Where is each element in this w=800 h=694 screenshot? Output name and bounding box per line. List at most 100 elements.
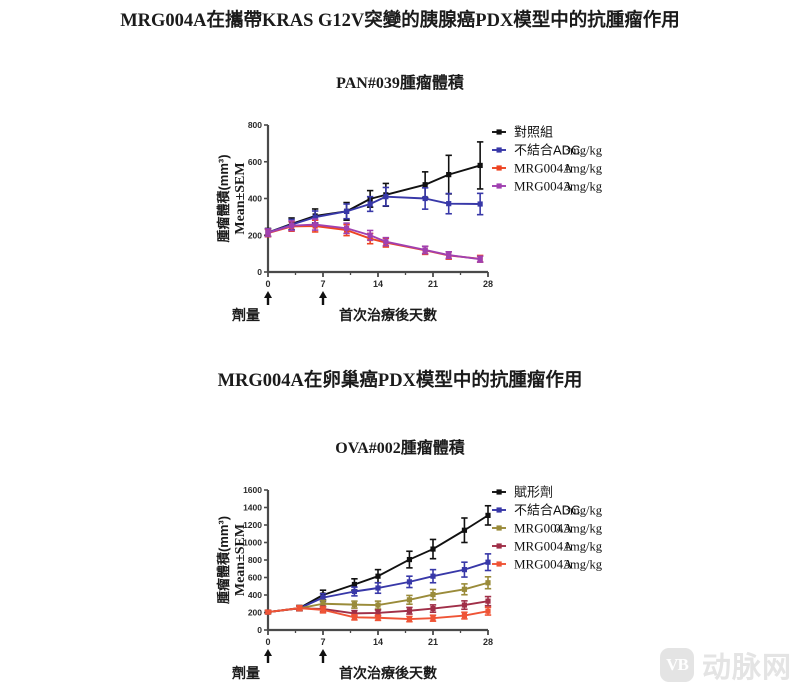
legend-series-name: 賦形劑 — [514, 485, 553, 500]
chart-pan039: 0 200 400 600 800 0 7 14 21 28 腫瘤體積(mm³) Mean±SEM 劑量… — [200, 110, 700, 330]
document-title-1: MRG004A在攜帶KRAS G12V突變的胰腺癌PDX模型中的抗腫瘤作用 — [120, 11, 680, 31]
x-tick-label: 7 — [320, 279, 325, 289]
series-marker — [406, 556, 413, 563]
dose-label: 劑量 — [231, 665, 260, 681]
series-marker — [375, 602, 381, 608]
series-marker — [406, 616, 413, 622]
y-tick-label: 200 — [248, 608, 262, 618]
chart-title-pan039: PAN#039腫瘤體積 — [336, 75, 464, 92]
series-marker — [477, 201, 483, 207]
y-tick-label: 1400 — [243, 503, 262, 513]
x-tick-label: 14 — [373, 279, 383, 289]
series-marker — [461, 602, 468, 608]
dose-arrow — [264, 291, 272, 305]
series-marker — [367, 201, 373, 207]
series-marker — [485, 608, 491, 614]
series-marker — [367, 232, 373, 238]
series-marker — [312, 221, 318, 228]
series-marker — [430, 605, 436, 612]
y-tick-label: 0 — [257, 625, 262, 635]
legend-series-name: MRG004A — [514, 161, 573, 176]
watermark-text: 动脉网 — [701, 652, 792, 684]
document-title-2: MRG004A在卵巢癌PDX模型中的抗腫瘤作用 — [217, 371, 583, 391]
series-marker — [343, 225, 350, 231]
y-tick-label: 200 — [248, 230, 262, 240]
series-marker — [312, 214, 318, 220]
series-marker — [320, 595, 326, 601]
chart-ova002: 0 200 400 600 800 1000 1200 1400 1600 0 7 14 21 28 腫瘤體… — [200, 478, 700, 693]
series-marker — [461, 567, 468, 573]
y-tick-label: 400 — [248, 590, 262, 600]
x-tick-label: 21 — [428, 637, 438, 647]
x-tick-label: 0 — [265, 637, 270, 647]
x-axis-label: 首次治療後天數 — [339, 665, 437, 681]
legend-series-dose: 3mg/kg — [564, 558, 603, 572]
series-marker — [375, 610, 381, 616]
watermark-logo-badge: VB — [659, 648, 694, 682]
series-marker — [320, 601, 326, 607]
x-tick-label: 7 — [320, 637, 325, 647]
series-marker — [375, 585, 381, 591]
series-marker — [375, 573, 381, 579]
series-marker — [296, 605, 303, 611]
series-marker — [477, 162, 483, 169]
y-tick-label: 600 — [248, 157, 262, 167]
dose-label: 劑量 — [231, 307, 260, 323]
series-marker — [430, 615, 436, 621]
series-marker — [422, 182, 428, 188]
y-tick-label: 600 — [248, 573, 262, 583]
series-marker — [351, 610, 358, 616]
legend-series-dose: 1mg/kg — [564, 162, 603, 176]
series-marker — [265, 230, 271, 236]
y-axis-label-en: Mean±SEM — [233, 524, 248, 596]
y-tick-label: 1600 — [243, 485, 262, 495]
y-tick-label: 1200 — [243, 520, 262, 530]
series-marker — [320, 607, 326, 613]
legend-item[interactable]: 賦形劑 — [492, 485, 553, 500]
legend-series-name: 不結合ADC — [514, 143, 580, 158]
y-tick-label: 800 — [248, 555, 262, 565]
series-marker — [351, 588, 358, 595]
series-marker — [351, 602, 358, 608]
y-axis-label-en: Mean±SEM — [233, 162, 248, 234]
legend-item[interactable]: 對照組 — [492, 125, 553, 140]
y-tick-label: 400 — [248, 194, 262, 204]
series-marker — [288, 223, 295, 229]
y-tick-label: 1000 — [243, 538, 262, 548]
legend-series-name: MRG004A — [514, 539, 573, 554]
y-tick-label: 0 — [257, 267, 262, 277]
y-axis-label-cn: 腫瘤體積(mm³) — [216, 154, 231, 242]
legend-series-name: MRG004A — [514, 557, 573, 572]
series-marker — [406, 579, 413, 585]
series-marker — [406, 608, 413, 614]
series-marker — [485, 598, 491, 604]
y-tick-label: 800 — [248, 120, 262, 130]
legend-series-dose: 0.3mg/kg — [554, 522, 602, 536]
series-marker — [351, 581, 358, 588]
series-marker — [406, 597, 413, 603]
x-tick-label: 0 — [265, 279, 270, 289]
legend-series-dose: 1mg/kg — [564, 540, 603, 554]
series-marker — [383, 239, 389, 245]
series-marker — [461, 586, 468, 592]
dose-arrow — [319, 649, 327, 663]
series-marker — [265, 609, 271, 615]
x-tick-label: 28 — [483, 279, 493, 289]
chart-pan039-canvas: 0 200 400 600 800 0 7 14 21 28 腫瘤體積(mm³) Mean±SEM 劑量… — [216, 120, 603, 323]
series-marker — [351, 614, 358, 620]
series-marker — [477, 256, 483, 262]
y-axis-label-cn: 腫瘤體積(mm³) — [216, 516, 231, 604]
series-marker — [383, 194, 389, 200]
watermark: VB 动脉网 — [659, 644, 792, 686]
series-marker — [343, 208, 350, 214]
series-marker — [430, 546, 436, 552]
series-marker — [485, 512, 491, 518]
